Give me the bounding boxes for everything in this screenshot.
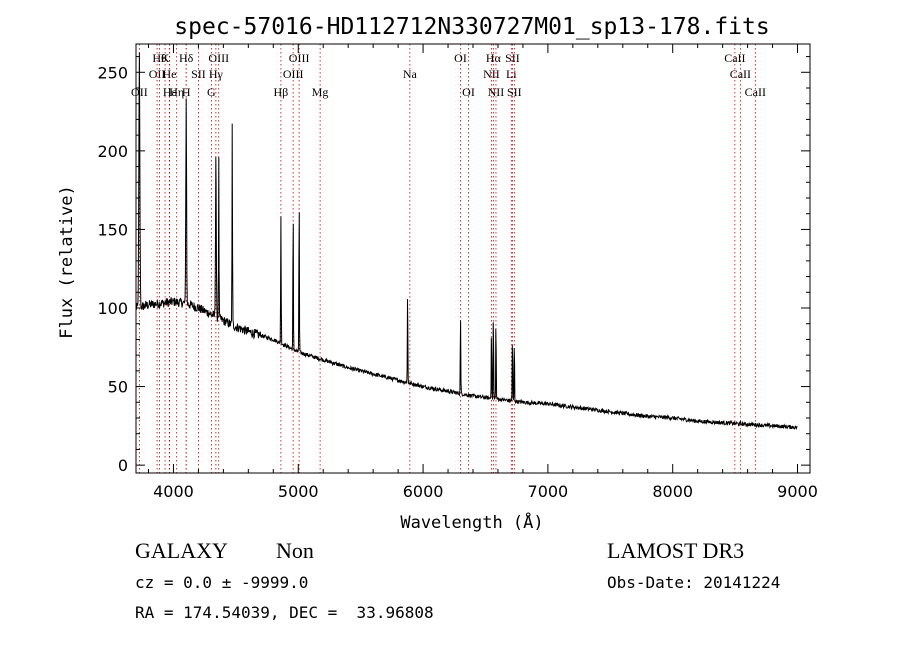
marker-label-23: Li <box>506 67 517 81</box>
marker-label-4: He <box>162 67 176 81</box>
axes: 4000 5000 6000 7000 8000 9000 0 50 100 150 200 250 <box>97 43 818 501</box>
marker-label-14: OIII <box>283 67 304 81</box>
coordinates-readout: RA = 174.54039, DEC = 33.96808 <box>135 603 434 622</box>
marker-label-18: OI <box>454 51 467 65</box>
x-tick-label-5: 9000 <box>777 482 818 501</box>
y-tick-label-4: 200 <box>97 142 128 161</box>
x-axis-label: Wavelength (Å) <box>400 511 543 533</box>
x-tick-label-3: 7000 <box>528 482 569 501</box>
x-tick-label-2: 6000 <box>403 482 444 501</box>
subclass-label: Non <box>276 538 314 563</box>
y-tick-label-0: 0 <box>118 456 128 475</box>
marker-label-9: SII <box>191 67 206 81</box>
marker-label-1: OII <box>149 67 166 81</box>
x-tick-label-4: 8000 <box>652 482 693 501</box>
marker-label-20: NII <box>483 67 500 81</box>
marker-label-10: G <box>207 85 216 99</box>
y-axis-label: Flux (relative) <box>57 185 77 339</box>
marker-label-8: Hδ <box>179 51 194 65</box>
marker-label-2: Hθ <box>152 51 167 65</box>
marker-label-27: CaII <box>730 67 751 81</box>
marker-label-13: Hβ <box>274 85 289 99</box>
line-markers: OIIOIIHθKHeHεHηHHδSIIGHγOIIIHβOIIIOIIIMg… <box>131 44 766 473</box>
x-tick-label-1: 5000 <box>278 482 319 501</box>
marker-label-16: Mg <box>312 85 329 99</box>
x-tick-label-0: 4000 <box>153 482 194 501</box>
class-label: GALAXY <box>135 538 228 563</box>
marker-label-17: Na <box>403 67 418 81</box>
marker-label-22: NII <box>488 85 505 99</box>
chart-title: spec-57016-HD112712N330727M01_sp13-178.f… <box>174 14 769 40</box>
spectrum-line <box>135 52 798 431</box>
marker-label-19: OI <box>462 85 475 99</box>
marker-label-15: OIII <box>289 51 310 65</box>
marker-label-12: OIII <box>208 51 229 65</box>
y-tick-label-1: 50 <box>108 378 128 397</box>
marker-label-21: Hα <box>486 51 502 65</box>
marker-label-28: CaII <box>745 85 766 99</box>
marker-label-24: SII <box>505 51 520 65</box>
marker-label-6: Hη <box>169 85 184 99</box>
marker-label-3: K <box>161 51 170 65</box>
y-tick-label-2: 100 <box>97 299 128 318</box>
marker-label-25: SII <box>507 85 522 99</box>
spectrum-series <box>135 52 798 431</box>
marker-label-26: CaII <box>724 51 745 65</box>
redshift-readout: cz = 0.0 ± -9999.0 <box>135 573 309 592</box>
marker-label-11: Hγ <box>209 67 224 81</box>
y-tick-label-3: 150 <box>97 220 128 239</box>
obs-date: Obs-Date: 20141224 <box>607 573 781 592</box>
marker-label-5: Hε <box>163 85 177 99</box>
survey-label: LAMOST DR3 <box>607 538 745 563</box>
plot-frame <box>135 43 811 474</box>
y-tick-label-5: 250 <box>97 63 128 82</box>
